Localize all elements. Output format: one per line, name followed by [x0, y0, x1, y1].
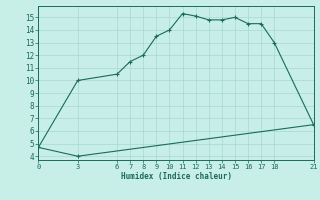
X-axis label: Humidex (Indice chaleur): Humidex (Indice chaleur)	[121, 172, 231, 181]
